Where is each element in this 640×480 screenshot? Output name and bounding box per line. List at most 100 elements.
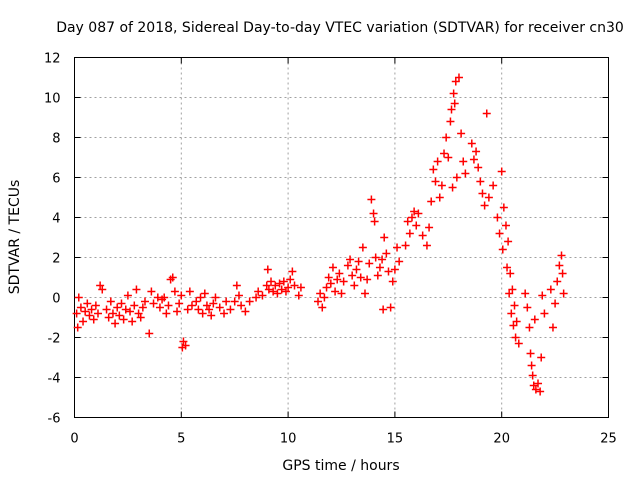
data-point [551,299,560,308]
data-point [106,297,115,306]
data-point [258,291,267,300]
data-point [390,265,399,274]
data-point [104,313,113,322]
data-point [74,293,83,302]
data-point [476,177,485,186]
data-point [284,283,293,292]
data-point [123,291,132,300]
data-point [393,243,402,252]
data-point [73,323,82,332]
data-point [380,233,389,242]
data-point [72,309,81,318]
data-point [136,313,145,322]
data-point [507,309,516,318]
data-point [326,279,335,288]
data-point [263,265,272,274]
data-point [504,237,513,246]
data-point [343,261,352,270]
data-point [527,361,536,370]
data-point [435,193,444,202]
data-point [384,267,393,276]
data-point [83,299,92,308]
data-point [198,309,207,318]
data-point [348,271,357,280]
data-point [87,305,96,314]
data-point [79,317,88,326]
ticks [74,57,609,418]
data-point [548,323,557,332]
data-point [558,269,567,278]
data-point [410,207,419,216]
data-point [395,257,404,266]
data-point [324,273,333,282]
data-point [429,165,438,174]
x-tick-label: 0 [70,432,78,447]
data-point [93,309,102,318]
data-point [205,305,214,314]
data-point [472,147,481,156]
y-tick-label: 8 [52,132,60,147]
data-point [448,183,457,192]
data-point [175,299,184,308]
data-point [493,213,502,222]
data-point [467,139,476,148]
data-point [183,305,192,314]
x-axis-title: GPS time / hours [282,458,399,474]
data-point [155,303,164,312]
data-point [489,181,498,190]
data-point [425,223,434,232]
data-point [414,209,423,218]
data-point [207,311,216,320]
data-point [440,149,449,158]
data-point [401,241,410,250]
data-point [177,291,186,300]
data-point [128,317,137,326]
data-point [149,299,158,308]
data-point [427,197,436,206]
data-point [290,281,299,290]
y-tick-labels: -6 -4 -2 0 2 4 6 8 10 12 [44,52,61,427]
data-point [375,263,384,272]
chart-title: Day 087 of 2018, Sidereal Day-to-day VTE… [56,20,624,36]
data-point [314,297,323,306]
data-point [555,261,564,270]
data-point [230,297,239,306]
y-tick-label: 0 [52,292,60,307]
data-point [76,303,85,312]
data-point [537,353,546,362]
data-point [196,293,205,302]
data-point [185,287,194,296]
data-point [273,289,282,298]
data-point [91,301,100,310]
data-point [232,281,241,290]
data-point [211,293,220,302]
data-point [346,255,355,264]
data-point [365,259,374,268]
data-point [117,299,126,308]
data-point [254,287,263,296]
data-point [506,269,515,278]
data-point [318,303,327,312]
data-point [553,277,562,286]
data-point [531,385,540,394]
data-point [126,307,135,316]
data-point [170,287,179,296]
data-point [363,275,372,284]
data-point [474,163,483,172]
grid [74,57,609,418]
data-point [267,277,276,286]
data-point [459,157,468,166]
y-tick-label: 2 [52,252,60,267]
data-point [352,265,361,274]
data-point [452,173,461,182]
data-point [277,285,286,294]
data-point [498,245,507,254]
data-point [339,277,348,286]
data-point [478,189,487,198]
data-point [81,307,90,316]
data-point [209,299,218,308]
data-point [370,217,379,226]
data-points [72,73,568,396]
data-point [215,303,224,312]
data-point [511,333,520,342]
